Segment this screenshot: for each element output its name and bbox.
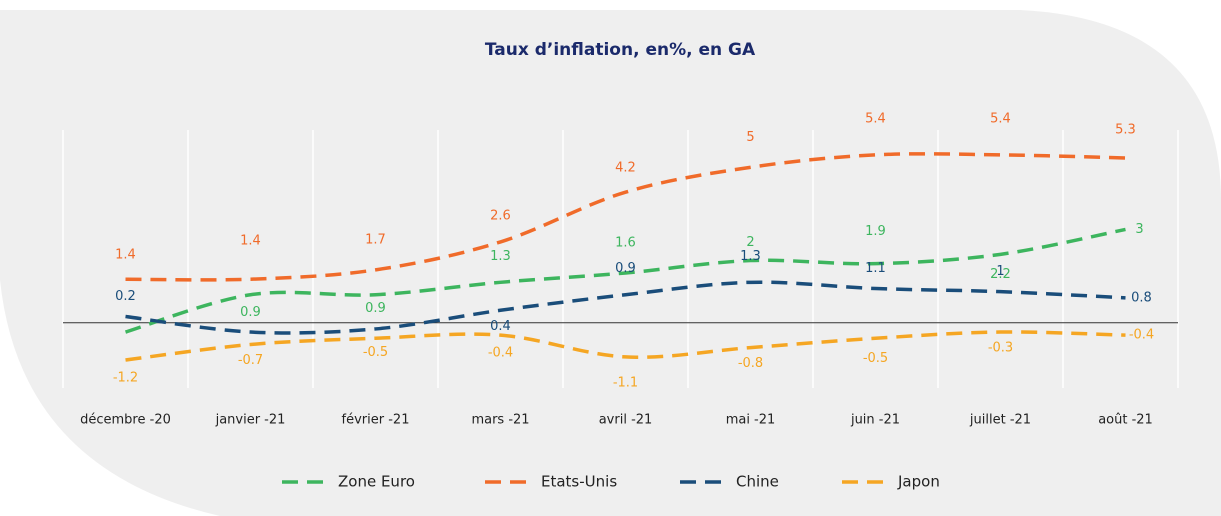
data-label: 1.7 xyxy=(365,232,386,247)
data-label: 2.2 xyxy=(990,267,1011,282)
data-label: -0.8 xyxy=(738,356,763,371)
legend-label: Chine xyxy=(736,473,779,491)
data-label: 0.9 xyxy=(240,305,261,320)
x-tick-label: juillet -21 xyxy=(969,413,1031,428)
background xyxy=(0,10,1221,516)
x-tick-label: février -21 xyxy=(342,413,410,428)
x-tick-label: janvier -21 xyxy=(215,413,286,428)
data-label: 0.9 xyxy=(365,301,386,316)
series-line xyxy=(125,330,1126,362)
data-label: -0.5 xyxy=(863,351,888,366)
series-line xyxy=(124,227,1126,334)
chart-title: Taux d’inflation, en%, en GA xyxy=(485,40,756,60)
data-label: 0.2 xyxy=(115,289,136,304)
legend-label: Zone Euro xyxy=(338,473,415,491)
data-label: 0.9 xyxy=(615,261,636,276)
data-label: 2.6 xyxy=(490,208,511,223)
data-label: -0.4 xyxy=(1129,328,1154,343)
data-label: 1.9 xyxy=(865,224,886,239)
data-label: 1.1 xyxy=(865,261,886,276)
x-tick-label: juin -21 xyxy=(850,413,900,428)
data-label: 5.3 xyxy=(1115,122,1136,137)
x-tick-label: mai -21 xyxy=(726,413,776,428)
data-label: 1.3 xyxy=(490,249,511,264)
data-label: -1.1 xyxy=(613,375,638,390)
legend-label: Japon xyxy=(897,473,940,491)
data-label: 0.4 xyxy=(490,319,511,334)
data-label: 5 xyxy=(746,130,754,145)
data-label: 1.4 xyxy=(240,234,261,249)
data-label: 1 xyxy=(996,264,1004,279)
data-label: 4.2 xyxy=(615,161,636,176)
data-label: -0.7 xyxy=(238,353,263,368)
data-label: 5.4 xyxy=(865,111,886,126)
series-line xyxy=(125,280,1126,335)
x-tick-label: août -21 xyxy=(1098,413,1153,428)
x-tick-label: décembre -20 xyxy=(80,413,171,428)
x-tick-label: avril -21 xyxy=(599,413,653,428)
series-line xyxy=(125,152,1126,282)
data-label: 2 xyxy=(746,235,754,250)
data-label: 3 xyxy=(1135,222,1143,237)
data-label: 0.8 xyxy=(1131,290,1152,305)
data-label: -1.2 xyxy=(113,371,138,386)
data-label: -0.3 xyxy=(988,341,1013,356)
legend-label: Etats-Unis xyxy=(541,473,617,491)
data-label: 1.6 xyxy=(615,235,636,250)
data-label: 1.3 xyxy=(740,249,761,264)
x-tick-label: mars -21 xyxy=(471,413,529,428)
data-label: -0.5 xyxy=(363,345,388,360)
data-label: 1.4 xyxy=(115,248,136,263)
data-label: -0.4 xyxy=(488,346,513,361)
data-label: 5.4 xyxy=(990,111,1011,126)
